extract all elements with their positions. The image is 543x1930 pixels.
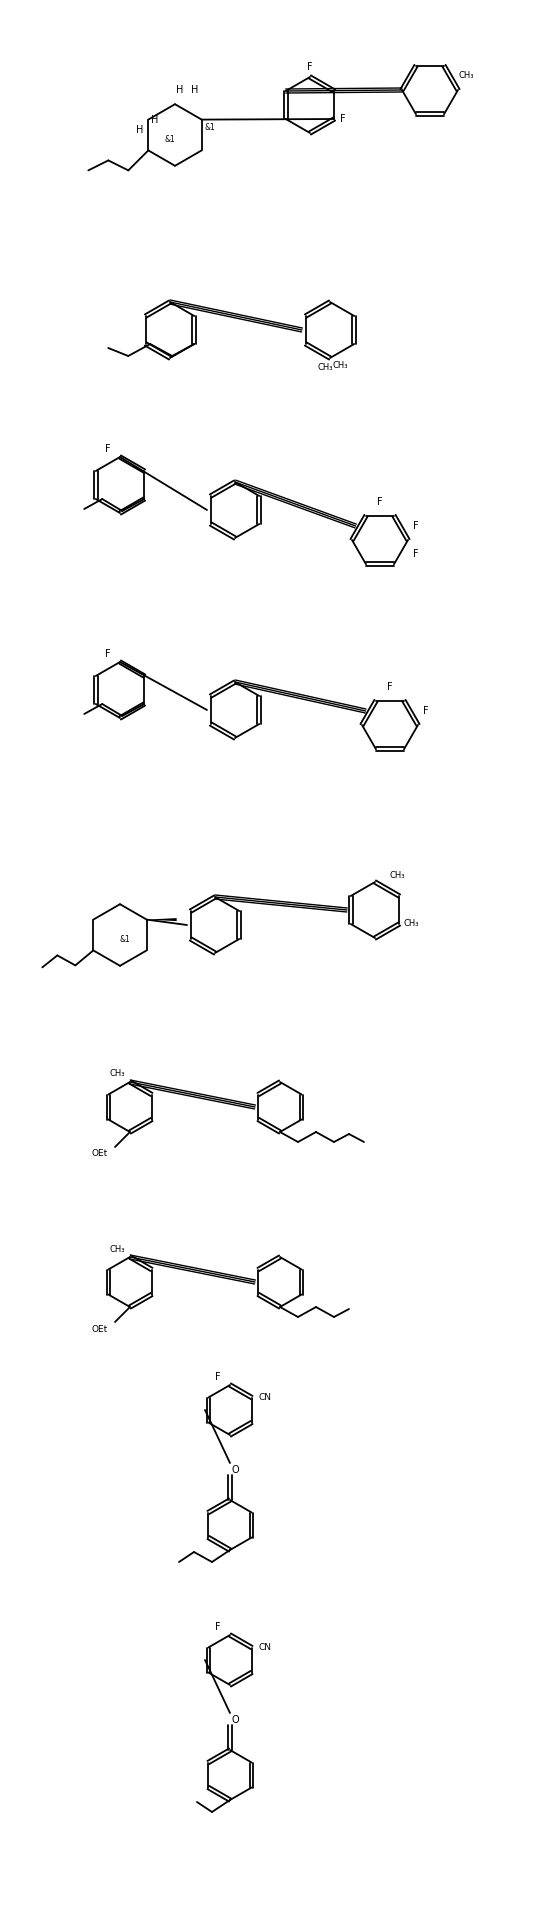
Text: F: F: [214, 1621, 220, 1633]
Text: CH₃: CH₃: [110, 1245, 125, 1253]
Text: OEt: OEt: [92, 1324, 108, 1334]
Text: H: H: [191, 85, 199, 95]
Text: OEt: OEt: [92, 1150, 108, 1158]
Text: H: H: [136, 125, 144, 135]
Text: H: H: [176, 85, 184, 95]
Text: F: F: [339, 114, 345, 124]
Text: F: F: [387, 681, 393, 693]
Text: CH₃: CH₃: [317, 363, 333, 372]
Text: H: H: [151, 116, 159, 125]
Text: CH₃: CH₃: [110, 1069, 125, 1079]
Polygon shape: [147, 919, 176, 921]
Text: F: F: [214, 1372, 220, 1382]
Text: &1: &1: [119, 936, 130, 944]
Text: &1: &1: [205, 122, 216, 131]
Text: F: F: [377, 498, 383, 508]
Text: F: F: [105, 444, 111, 454]
Text: F: F: [413, 521, 419, 531]
Text: O: O: [231, 1465, 239, 1475]
Text: O: O: [231, 1716, 239, 1725]
Text: CH₃: CH₃: [458, 71, 473, 81]
Text: &1: &1: [165, 135, 175, 145]
Text: CH₃: CH₃: [403, 919, 419, 928]
Text: CN: CN: [258, 1393, 272, 1401]
Text: F: F: [413, 548, 419, 560]
Text: F: F: [423, 706, 429, 716]
Text: CN: CN: [258, 1642, 272, 1652]
Text: CH₃: CH₃: [389, 872, 405, 880]
Text: CH₃: CH₃: [332, 361, 348, 371]
Text: F: F: [105, 648, 111, 658]
Text: F: F: [307, 62, 313, 71]
